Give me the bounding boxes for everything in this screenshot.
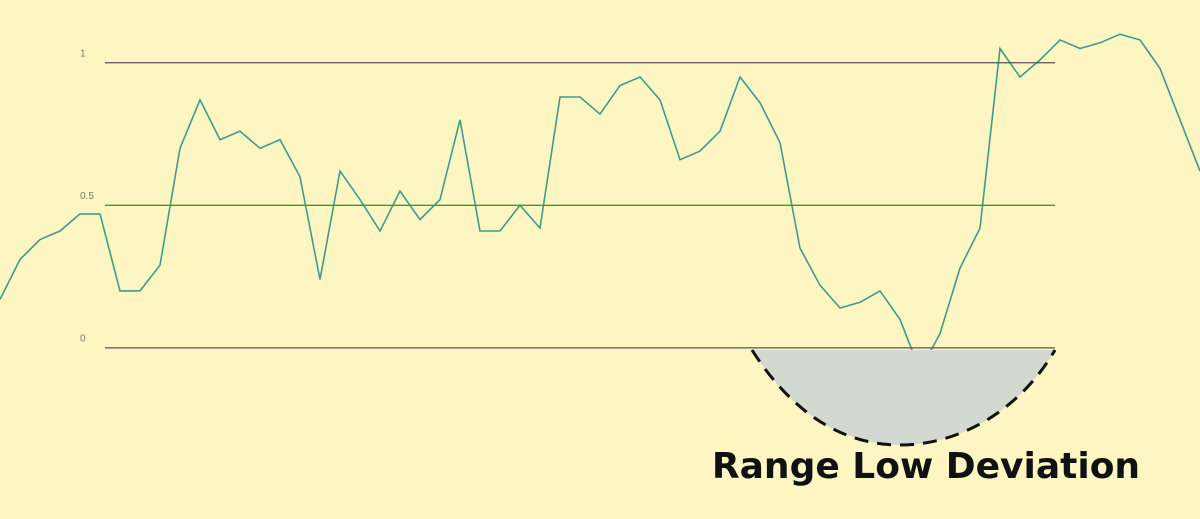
y-tick-label: 1 xyxy=(80,48,86,59)
price-line xyxy=(0,33,1200,373)
y-tick-label: 0.5 xyxy=(80,191,94,202)
y-tick-label: 0 xyxy=(80,334,86,345)
deviation-area xyxy=(752,350,1055,445)
annotation: Range Low Deviation xyxy=(712,446,1140,487)
